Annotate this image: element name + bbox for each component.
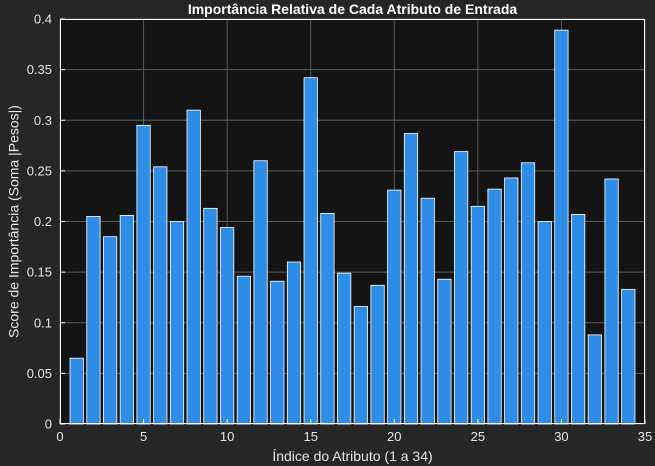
x-tick-label: 10	[220, 429, 234, 444]
bar-attribute-16	[320, 212, 335, 425]
bar-attribute-25	[470, 205, 485, 425]
bar-attribute-21	[403, 133, 419, 425]
bar-attribute-33	[604, 178, 619, 425]
y-tick-label: 0.2	[34, 214, 52, 229]
bar-attribute-10	[220, 227, 235, 425]
y-tick-label: 0.3	[34, 113, 52, 128]
y-tick-label: 0.25	[27, 163, 52, 178]
bar-attribute-2	[86, 216, 101, 425]
bar-attribute-32	[587, 334, 602, 425]
bar-attribute-8	[186, 109, 201, 425]
y-tick-label: 0	[45, 417, 52, 432]
x-tick-label: 25	[471, 429, 485, 444]
bar-attribute-9	[203, 207, 218, 425]
bar-attribute-13	[270, 280, 285, 425]
bar-attribute-7	[169, 221, 185, 425]
y-tick-label: 0.1	[34, 315, 52, 330]
x-axis-label: Índice do Atributo (1 a 34)	[272, 448, 432, 464]
bar-attribute-6	[153, 166, 168, 425]
bar-attribute-4	[119, 215, 134, 425]
bar-attribute-14	[286, 261, 302, 425]
y-tick-label: 0.4	[34, 12, 52, 27]
bar-attribute-23	[437, 278, 452, 425]
x-tick-label: 5	[140, 429, 147, 444]
y-tick-label: 0.05	[27, 366, 52, 381]
bar-attribute-31	[571, 214, 586, 425]
chart-title: Importância Relativa de Cada Atributo de…	[188, 1, 518, 17]
bar-attribute-19	[370, 284, 385, 425]
x-tick-label: 30	[554, 429, 568, 444]
x-tick-label: 0	[56, 429, 63, 444]
bar-attribute-18	[353, 306, 368, 425]
y-axis-label: Score de Importância (Soma |Pesos|)	[6, 105, 22, 338]
bar-attribute-29	[537, 221, 552, 425]
bar-attribute-12	[253, 160, 268, 425]
y-tick-label: 0.35	[27, 62, 52, 77]
bar-attribute-11	[236, 275, 251, 425]
y-tick-label: 0.15	[27, 265, 52, 280]
x-tick-label: 35	[638, 429, 652, 444]
x-tick-label: 20	[387, 429, 401, 444]
bar-attribute-24	[454, 151, 469, 425]
bar-attribute-30	[554, 29, 569, 425]
bar-attribute-34	[621, 288, 636, 425]
bar-attribute-17	[337, 272, 352, 425]
y-axis-ticks: 0 0.05 0.1 0.15 0.2 0.25 0.3 0.35 0.4	[27, 12, 65, 432]
bar-attribute-27	[504, 177, 519, 425]
x-tick-label: 15	[303, 429, 317, 444]
bars-group	[69, 29, 636, 425]
bar-attribute-28	[520, 162, 536, 425]
bar-attribute-1	[69, 357, 84, 425]
bar-attribute-5	[136, 124, 151, 425]
bar-attribute-15	[303, 77, 318, 425]
bar-attribute-20	[387, 189, 402, 425]
x-axis-ticks: 0 5 10 15 20 25 30 35	[56, 419, 652, 444]
bar-attribute-3	[103, 236, 118, 425]
bar-attribute-22	[420, 197, 435, 425]
bar-attribute-26	[487, 188, 502, 425]
